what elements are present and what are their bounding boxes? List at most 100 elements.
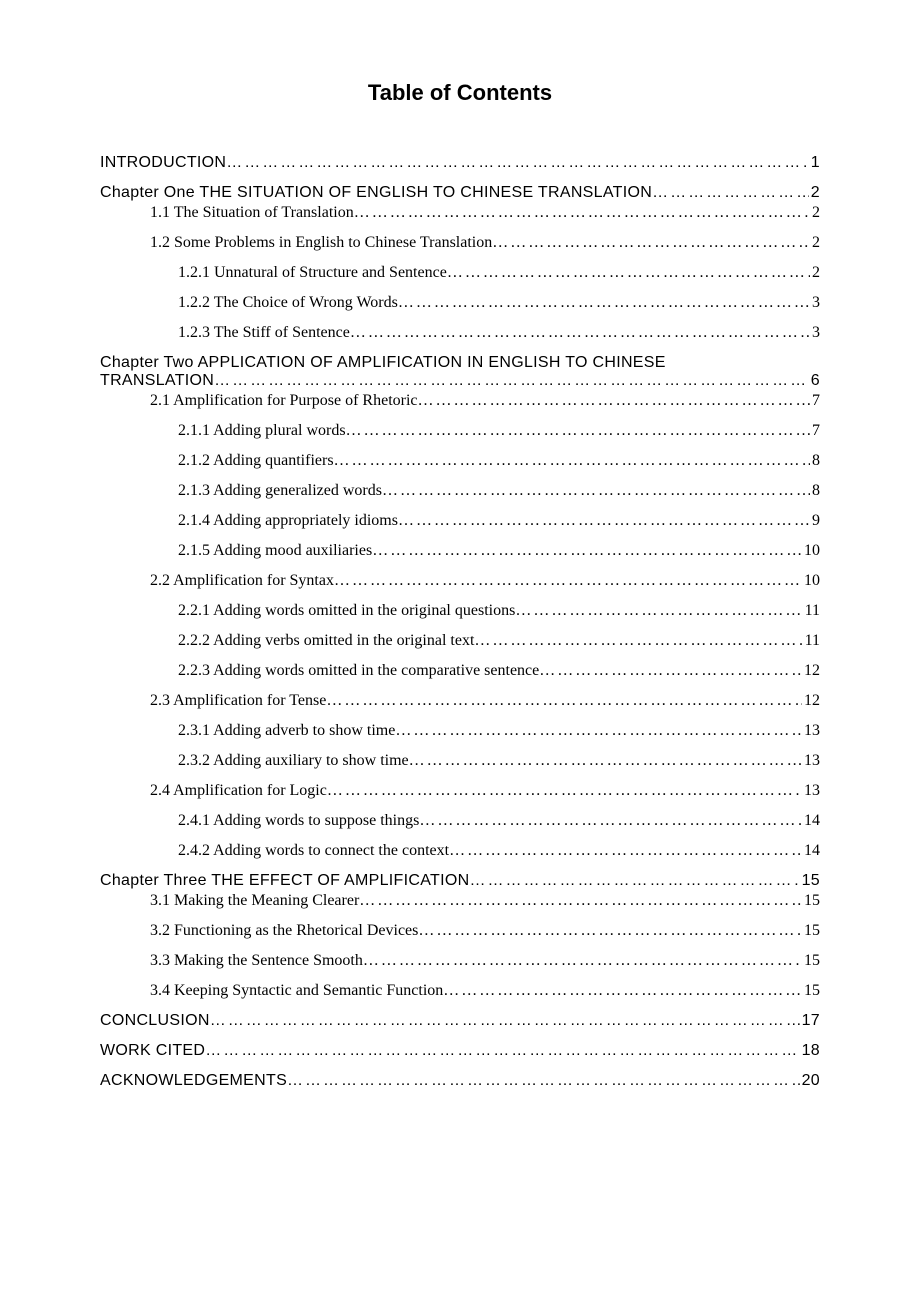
toc-entry: 2.2.1 Adding words omitted in the origin… xyxy=(100,602,820,620)
toc-entry-label: 3.2 Functioning as the Rhetorical Device… xyxy=(150,922,418,940)
toc-dot-leader: …………………………………………………………………………………………………………… xyxy=(326,692,802,710)
toc-entry: 2.2.3 Adding words omitted in the compar… xyxy=(100,662,820,680)
toc-entry: 2.1.2 Adding quantifiers…………………………………………… xyxy=(100,452,820,470)
toc-dot-leader: …………………………………………………………………………………………………………… xyxy=(382,482,810,500)
toc-entry: 2.1.1 Adding plural words………………………………………… xyxy=(100,422,820,440)
toc-dot-leader: …………………………………………………………………………………………………………… xyxy=(409,752,802,770)
toc-entry-label: 2.1.2 Adding quantifiers xyxy=(178,452,334,470)
toc-page-number: 18 xyxy=(800,1042,820,1060)
toc-entry-label: 2.2.1 Adding words omitted in the origin… xyxy=(178,602,515,620)
toc-entry-label: 2.2.3 Adding words omitted in the compar… xyxy=(178,662,539,680)
toc-page-number: 13 xyxy=(802,752,820,770)
toc-dot-leader: …………………………………………………………………………………………………………… xyxy=(334,452,810,470)
toc-entry-label: 2.1.4 Adding appropriately idioms xyxy=(178,512,398,530)
toc-entry: 3.2 Functioning as the Rhetorical Device… xyxy=(100,922,820,940)
toc-page-number: 11 xyxy=(803,632,820,650)
toc-entry: 3.1 Making the Meaning Clearer…………………………… xyxy=(100,892,820,910)
toc-entry: 1.2.3 The Stiff of Sentence…………………………………… xyxy=(100,324,820,342)
toc-dot-leader: …………………………………………………………………………………………………………… xyxy=(515,602,802,620)
toc-dot-leader: …………………………………………………………………………………………………………… xyxy=(346,422,810,440)
toc-dot-leader: …………………………………………………………………………………………………………… xyxy=(214,372,809,390)
toc-page-number: 6 xyxy=(809,372,820,390)
toc-entry-label: ACKNOWLEDGEMENTS xyxy=(100,1072,287,1090)
toc-entry-label: 2.2 Amplification for Syntax xyxy=(150,572,334,590)
toc-page-number: 14 xyxy=(802,842,820,860)
toc-dot-leader: …………………………………………………………………………………………………………… xyxy=(652,184,809,202)
toc-entry: 2.1.4 Adding appropriately idioms…………………… xyxy=(100,512,820,530)
toc-entry-label: Chapter Three THE EFFECT OF AMPLIFICATIO… xyxy=(100,872,469,890)
toc-entry-label: 1.2.2 The Choice of Wrong Words xyxy=(178,294,398,312)
toc-dot-leader: …………………………………………………………………………………………………………… xyxy=(418,392,810,410)
toc-page-number: 2 xyxy=(809,184,820,202)
toc-page-number: 10 xyxy=(802,572,820,590)
toc-entry-label: 2.1.5 Adding mood auxiliaries xyxy=(178,542,372,560)
toc-page-number: 7 xyxy=(810,422,820,440)
toc-entry-label: 1.2 Some Problems in English to Chinese … xyxy=(150,234,492,252)
toc-entry: 2.4.2 Adding words to connect the contex… xyxy=(100,842,820,860)
toc-entry: 3.4 Keeping Syntactic and Semantic Funct… xyxy=(100,982,820,1000)
toc-dot-leader: …………………………………………………………………………………………………………… xyxy=(419,812,802,830)
toc-body: INTRODUCTION…………………………………………………………………………… xyxy=(100,154,820,1090)
toc-dot-leader: …………………………………………………………………………………………………………… xyxy=(398,512,810,530)
toc-page-number: 15 xyxy=(802,952,820,970)
toc-entry: 2.1.5 Adding mood auxiliaries……………………………… xyxy=(100,542,820,560)
toc-entry-label: 3.4 Keeping Syntactic and Semantic Funct… xyxy=(150,982,443,1000)
toc-entry-label: WORK CITED xyxy=(100,1042,205,1060)
toc-entry-label: 2.3.1 Adding adverb to show time xyxy=(178,722,395,740)
toc-entry: Chapter One THE SITUATION OF ENGLISH TO … xyxy=(100,184,820,202)
toc-dot-leader: …………………………………………………………………………………………………………… xyxy=(492,234,810,252)
toc-dot-leader: …………………………………………………………………………………………………………… xyxy=(226,154,809,172)
toc-page-number: 13 xyxy=(802,722,820,740)
toc-dot-leader: …………………………………………………………………………………………………………… xyxy=(469,872,799,890)
toc-dot-leader: …………………………………………………………………………………………………………… xyxy=(372,542,802,560)
toc-entry-label: 2.1 Amplification for Purpose of Rhetori… xyxy=(150,392,418,410)
toc-dot-leader: …………………………………………………………………………………………………………… xyxy=(287,1072,800,1090)
toc-entry-label: Chapter Two APPLICATION OF AMPLIFICATION… xyxy=(100,354,820,372)
toc-page-number: 3 xyxy=(810,324,820,342)
toc-entry: CONCLUSION………………………………………………………………………………… xyxy=(100,1012,820,1030)
toc-entry-label: TRANSLATION xyxy=(100,372,214,390)
toc-dot-leader: …………………………………………………………………………………………………………… xyxy=(205,1042,799,1060)
toc-title: Table of Contents xyxy=(100,80,820,106)
toc-dot-leader: …………………………………………………………………………………………………………… xyxy=(418,922,802,940)
toc-dot-leader: …………………………………………………………………………………………………………… xyxy=(449,842,802,860)
toc-dot-leader: …………………………………………………………………………………………………………… xyxy=(447,264,810,282)
toc-page-number: 12 xyxy=(802,692,820,710)
toc-dot-leader: …………………………………………………………………………………………………………… xyxy=(210,1012,800,1030)
toc-page-number: 8 xyxy=(810,482,820,500)
toc-entry: 2.1 Amplification for Purpose of Rhetori… xyxy=(100,392,820,410)
toc-page-number: 15 xyxy=(802,982,820,1000)
toc-entry-label: 2.4 Amplification for Logic xyxy=(150,782,327,800)
toc-entry: 2.3.2 Adding auxiliary to show time……………… xyxy=(100,752,820,770)
toc-entry: INTRODUCTION…………………………………………………………………………… xyxy=(100,154,820,172)
toc-entry: 2.2.2 Adding verbs omitted in the origin… xyxy=(100,632,820,650)
toc-entry: 1.2.1 Unnatural of Structure and Sentenc… xyxy=(100,264,820,282)
toc-entry-label: 3.3 Making the Sentence Smooth xyxy=(150,952,363,970)
toc-entry-label: 1.2.1 Unnatural of Structure and Sentenc… xyxy=(178,264,447,282)
toc-entry-line2: TRANSLATION……………………………………………………………………………… xyxy=(100,372,820,390)
toc-page-number: 14 xyxy=(802,812,820,830)
toc-dot-leader: …………………………………………………………………………………………………………… xyxy=(334,572,802,590)
toc-entry: 3.3 Making the Sentence Smooth…………………………… xyxy=(100,952,820,970)
toc-entry: 2.3 Amplification for Tense…………………………………… xyxy=(100,692,820,710)
toc-dot-leader: …………………………………………………………………………………………………………… xyxy=(443,982,802,1000)
toc-entry: 1.2.2 The Choice of Wrong Words………………………… xyxy=(100,294,820,312)
toc-page-number: 15 xyxy=(802,922,820,940)
toc-entry-label: 2.1.3 Adding generalized words xyxy=(178,482,382,500)
toc-entry: 2.4 Amplification for Logic…………………………………… xyxy=(100,782,820,800)
toc-entry: 2.2 Amplification for Syntax………………………………… xyxy=(100,572,820,590)
toc-dot-leader: …………………………………………………………………………………………………………… xyxy=(354,204,810,222)
toc-entry-label: INTRODUCTION xyxy=(100,154,226,172)
toc-page-number: 15 xyxy=(802,892,820,910)
toc-page-number: 9 xyxy=(810,512,820,530)
toc-dot-leader: …………………………………………………………………………………………………………… xyxy=(474,632,802,650)
toc-dot-leader: …………………………………………………………………………………………………………… xyxy=(539,662,802,680)
toc-entry: 2.4.1 Adding words to suppose things…………… xyxy=(100,812,820,830)
toc-entry: Chapter Two APPLICATION OF AMPLIFICATION… xyxy=(100,354,820,390)
toc-entry: 2.1.3 Adding generalized words…………………………… xyxy=(100,482,820,500)
toc-entry-label: 2.3.2 Adding auxiliary to show time xyxy=(178,752,409,770)
toc-entry-label: 2.4.2 Adding words to connect the contex… xyxy=(178,842,449,860)
toc-page-number: 20 xyxy=(800,1072,820,1090)
toc-entry: ACKNOWLEDGEMENTS ……………………………………………………………… xyxy=(100,1072,820,1090)
toc-page-number: 10 xyxy=(802,542,820,560)
